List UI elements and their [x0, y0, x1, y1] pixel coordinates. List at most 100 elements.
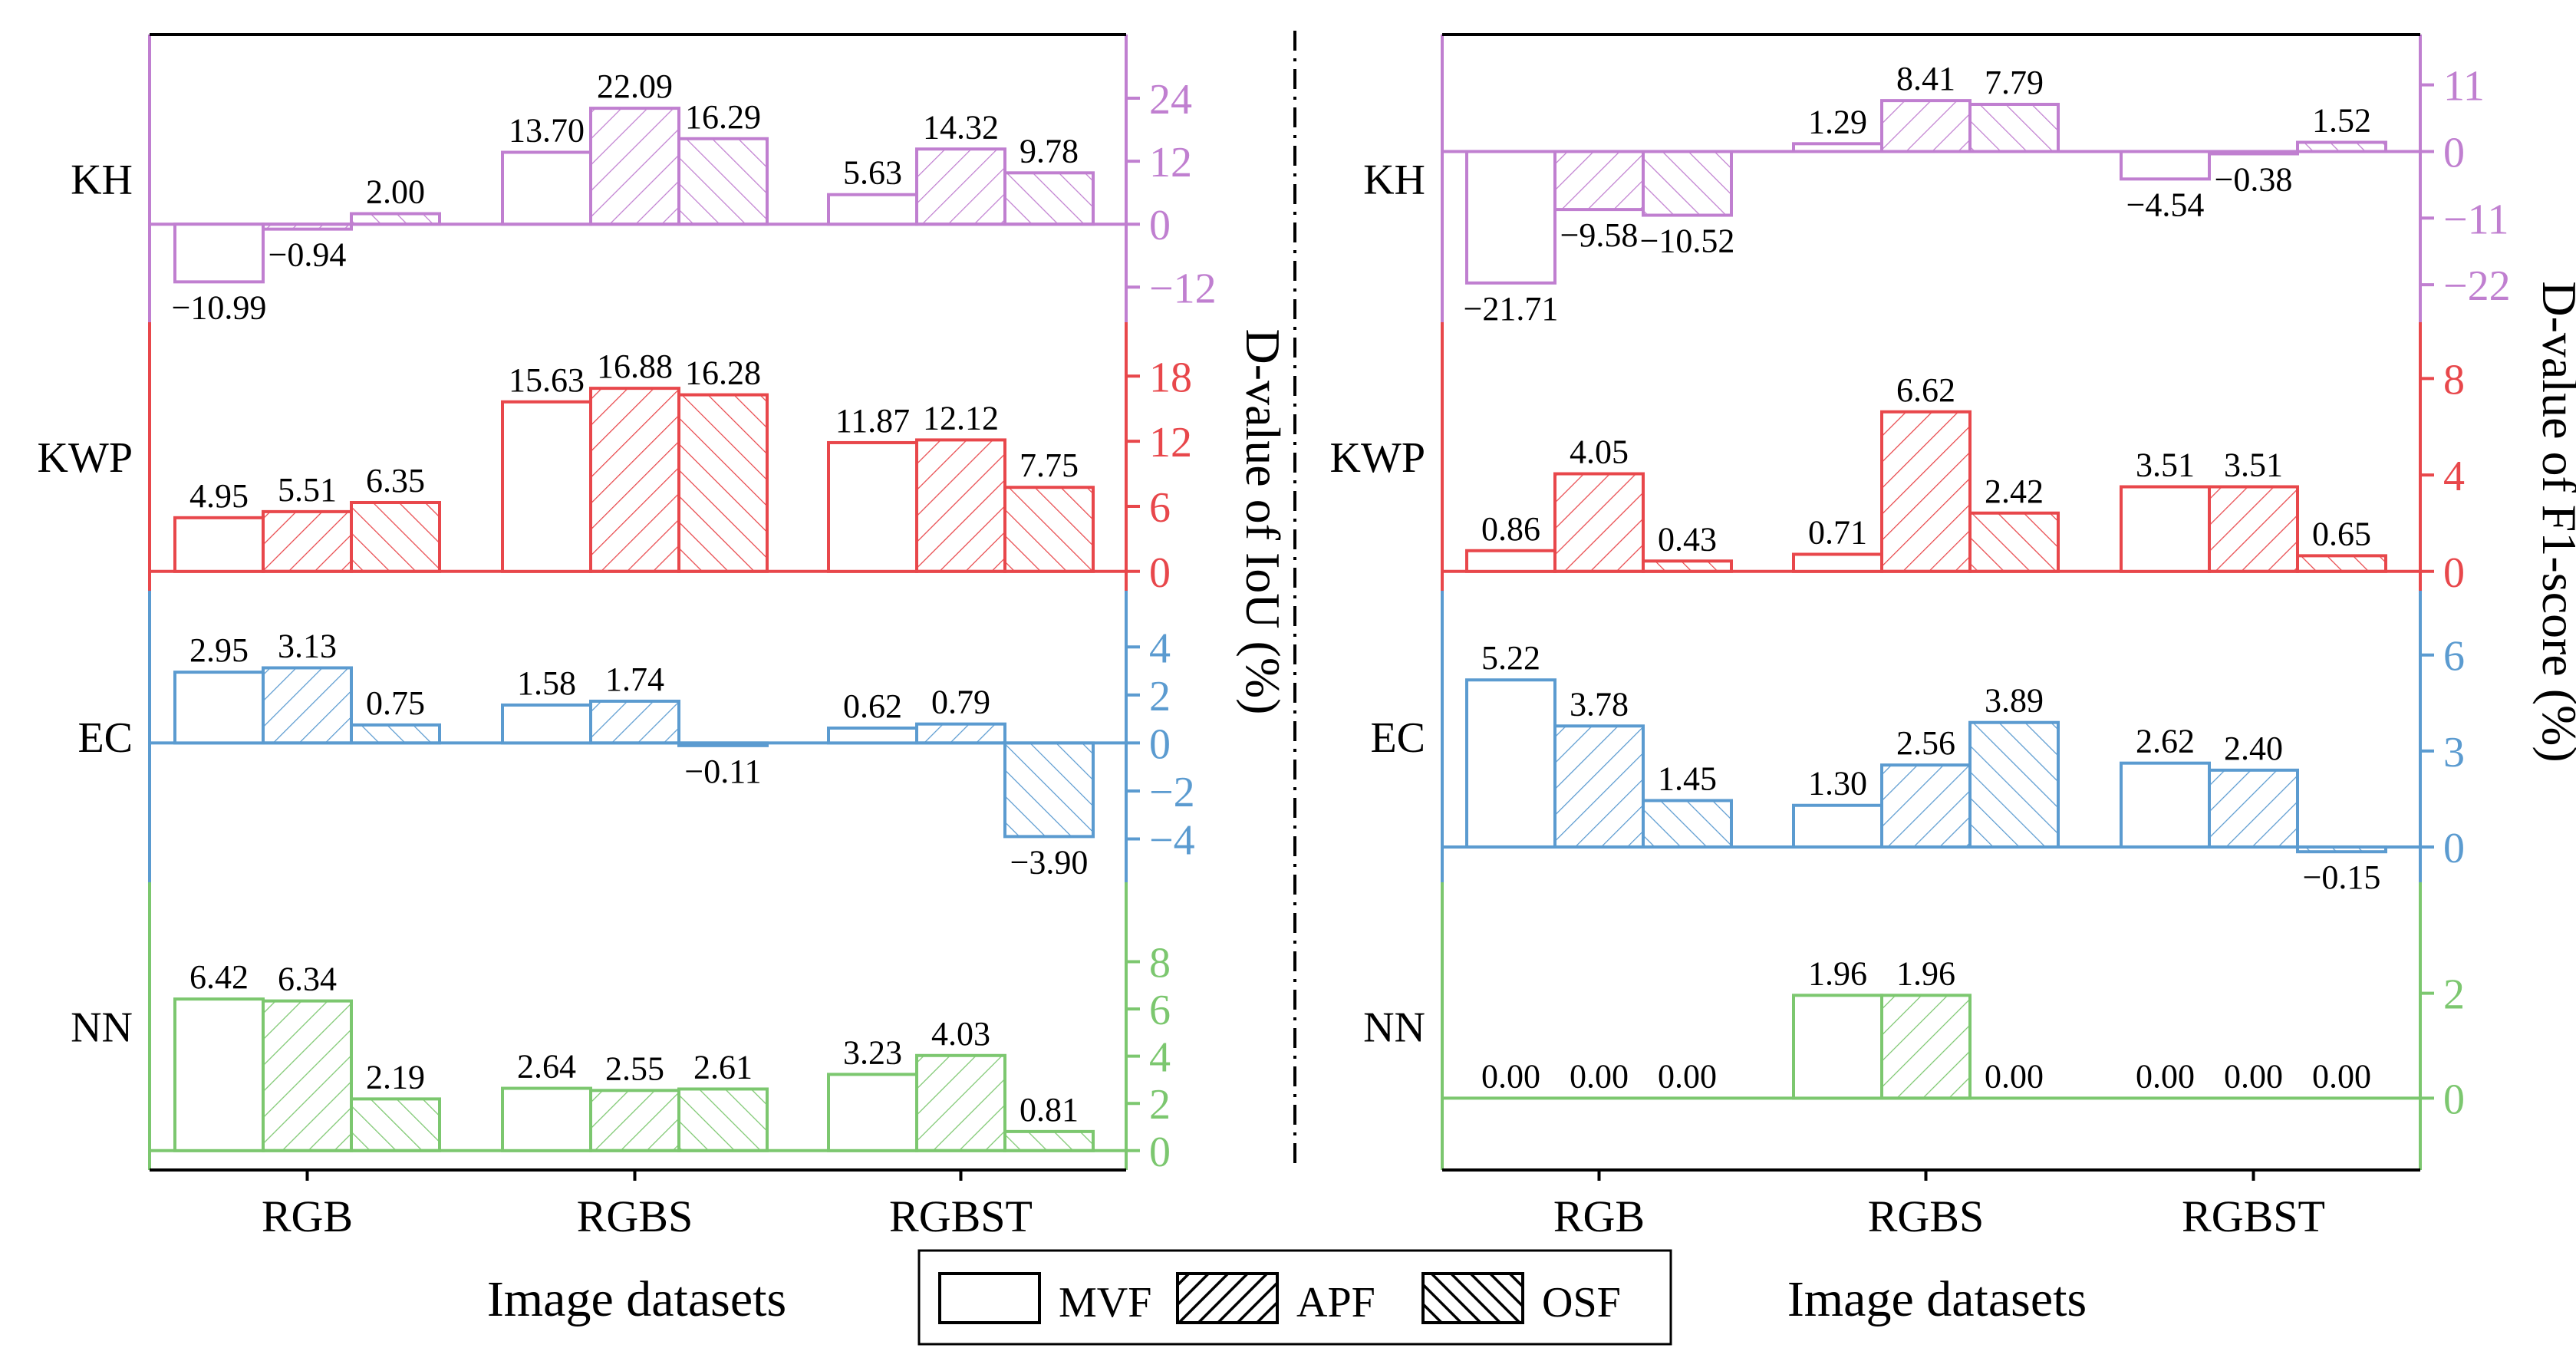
data-label-iou-kwp-rgbs-mvf: 15.63	[509, 361, 585, 399]
data-label-f1-kwp-rgbst-apf: 3.51	[2224, 447, 2283, 484]
tick-label-iou-nn-1: 2	[1149, 1081, 1171, 1129]
x-tick-label-iou-rgbs: RGBS	[577, 1191, 693, 1241]
data-label-f1-ec-rgb-mvf: 5.22	[1481, 639, 1540, 677]
bar-iou-kh-rgbst-osf	[1003, 171, 1095, 226]
data-label-f1-kh-rgbst-osf: 1.52	[2312, 101, 2371, 139]
bar-iou-nn-rgbs-osf	[677, 1087, 769, 1152]
bar-iou-kh-rgbs-osf	[677, 137, 769, 226]
data-label-f1-kwp-rgb-mvf: 0.86	[1481, 510, 1540, 548]
bar-iou-kwp-rgb-mvf	[173, 516, 265, 573]
tick-label-iou-nn-3: 6	[1149, 987, 1171, 1034]
data-label-iou-nn-rgbst-osf: 0.81	[1020, 1091, 1079, 1129]
data-label-f1-kh-rgbs-mvf: 1.29	[1808, 103, 1867, 140]
bar-f1-kwp-rgbst-mvf	[2120, 485, 2211, 573]
data-label-f1-kh-rgb-apf: −9.58	[1560, 216, 1639, 254]
tick-label-f1-nn-1: 2	[2443, 971, 2465, 1019]
data-label-iou-kh-rgbs-apf: 22.09	[597, 68, 673, 105]
row-label-iou-kwp: KWP	[38, 434, 133, 482]
bar-f1-kh-rgbs-osf	[1968, 103, 2060, 153]
data-label-iou-kwp-rgbst-osf: 7.75	[1020, 447, 1079, 484]
data-label-iou-kwp-rgbs-osf: 16.28	[685, 354, 761, 392]
data-label-f1-ec-rgbs-osf: 3.89	[1985, 682, 2044, 720]
bar-iou-ec-rgbst-apf	[915, 722, 1006, 745]
bar-iou-nn-rgb-mvf	[173, 997, 265, 1152]
data-label-f1-ec-rgbst-mvf: 2.62	[2136, 723, 2195, 760]
tick-label-f1-kwp-1: 4	[2443, 453, 2465, 500]
data-label-f1-ec-rgbs-mvf: 1.30	[1808, 765, 1867, 802]
bar-f1-kwp-rgb-apf	[1553, 472, 1645, 573]
bar-f1-ec-rgbs-osf	[1968, 720, 2060, 849]
row-label-iou-kh: KH	[71, 157, 133, 204]
bar-f1-kwp-rgbs-osf	[1968, 511, 2060, 573]
x-tick-label-f1-rgb: RGB	[1553, 1191, 1645, 1241]
data-label-iou-ec-rgb-mvf: 2.95	[189, 631, 249, 669]
data-label-iou-nn-rgbst-mvf: 3.23	[843, 1033, 902, 1071]
data-label-iou-ec-rgbs-mvf: 1.58	[517, 664, 576, 702]
data-label-iou-nn-rgbs-osf: 2.61	[693, 1048, 753, 1086]
data-label-f1-ec-rgb-apf: 3.78	[1570, 685, 1629, 723]
x-axis-title-right: Image datasets	[1787, 1271, 2087, 1327]
data-label-iou-kh-rgb-apf: −0.94	[268, 236, 347, 274]
tick-label-f1-kh-3: 11	[2443, 63, 2485, 110]
data-label-f1-nn-rgbst-osf: 0.00	[2312, 1057, 2371, 1095]
data-label-iou-ec-rgbs-apf: 1.74	[605, 661, 664, 698]
data-label-iou-nn-rgb-osf: 2.19	[366, 1058, 425, 1096]
legend-swatch-mvf	[938, 1272, 1041, 1324]
tick-label-f1-ec-1: 3	[2443, 729, 2465, 776]
tick-label-f1-nn-0: 0	[2443, 1076, 2465, 1123]
row-label-f1-kwp: KWP	[1330, 434, 1425, 482]
data-label-iou-kh-rgbst-apf: 14.32	[923, 108, 999, 146]
bar-f1-nn-rgbs-mvf	[1792, 994, 1883, 1100]
bar-iou-nn-rgb-osf	[350, 1097, 441, 1152]
data-label-iou-kh-rgbst-osf: 9.78	[1020, 132, 1079, 170]
data-label-iou-ec-rgbst-apf: 0.79	[931, 684, 990, 721]
tick-label-f1-kh-1: −11	[2443, 196, 2509, 243]
data-label-iou-nn-rgbs-mvf: 2.64	[517, 1048, 576, 1086]
bar-iou-kh-rgb-mvf	[173, 222, 265, 284]
bar-iou-kwp-rgbs-apf	[589, 387, 680, 573]
bar-iou-kwp-rgb-apf	[262, 509, 353, 573]
bar-f1-ec-rgb-osf	[1642, 799, 1733, 849]
f1-score-chart: −22 −11 0 11 KH −21.71−9.58 −10.52 1.29 8.41 7.79…	[1330, 33, 2576, 1241]
bar-f1-kh-rgb-apf	[1553, 150, 1645, 212]
tick-label-iou-ec-4: 4	[1149, 625, 1171, 672]
data-label-f1-nn-rgbst-apf: 0.00	[2224, 1057, 2283, 1095]
legend: MVF APF OSF	[917, 1249, 1672, 1346]
data-label-iou-kwp-rgb-osf: 6.35	[366, 462, 425, 499]
x-tick-label-iou-rgb: RGB	[262, 1191, 353, 1241]
data-label-f1-kh-rgb-mvf: −21.71	[1464, 290, 1559, 328]
data-label-f1-ec-rgbst-apf: 2.40	[2224, 730, 2283, 767]
data-label-f1-kh-rgbs-osf: 7.79	[1985, 64, 2044, 101]
bar-iou-nn-rgbst-apf	[915, 1053, 1006, 1152]
bar-iou-kh-rgbs-apf	[589, 107, 680, 226]
data-label-f1-nn-rgb-apf: 0.00	[1570, 1057, 1629, 1095]
bar-iou-nn-rgbst-osf	[1003, 1129, 1095, 1152]
bar-iou-ec-rgbst-osf	[1003, 741, 1095, 839]
bar-f1-ec-rgbs-mvf	[1792, 803, 1883, 849]
data-label-f1-nn-rgbst-mvf: 0.00	[2136, 1057, 2195, 1095]
bar-iou-ec-rgbs-apf	[589, 699, 680, 745]
bar-iou-kwp-rgbs-mvf	[501, 400, 592, 573]
x-tick-label-f1-rgbs: RGBS	[1868, 1191, 1985, 1241]
row-label-iou-nn: NN	[71, 1004, 133, 1052]
bar-iou-kh-rgb-osf	[350, 212, 441, 226]
bar-f1-kwp-rgb-osf	[1642, 559, 1733, 573]
legend-label-apf: APF	[1296, 1279, 1375, 1327]
data-label-f1-nn-rgb-osf: 0.00	[1658, 1057, 1717, 1095]
tick-label-iou-ec-1: −2	[1149, 769, 1195, 816]
data-label-iou-kwp-rgbst-apf: 12.12	[923, 399, 999, 437]
bar-iou-nn-rgbs-mvf	[501, 1086, 592, 1152]
data-label-iou-ec-rgb-apf: 3.13	[278, 627, 337, 664]
bar-iou-ec-rgb-mvf	[173, 671, 265, 745]
bar-f1-kh-rgb-mvf	[1465, 150, 1556, 285]
bar-f1-ec-rgbs-apf	[1880, 763, 1972, 849]
data-label-f1-kwp-rgbs-mvf: 0.71	[1808, 513, 1867, 551]
tick-label-f1-kwp-0: 0	[2443, 549, 2465, 597]
bar-iou-nn-rgbst-mvf	[827, 1073, 918, 1152]
data-label-iou-nn-rgb-mvf: 6.42	[189, 958, 249, 996]
bar-f1-nn-rgbs-apf	[1880, 994, 1972, 1100]
tick-label-f1-kh-2: 0	[2443, 129, 2465, 176]
bar-f1-ec-rgbst-mvf	[2120, 761, 2211, 849]
data-label-f1-ec-rgbs-apf: 2.56	[1896, 724, 1955, 762]
